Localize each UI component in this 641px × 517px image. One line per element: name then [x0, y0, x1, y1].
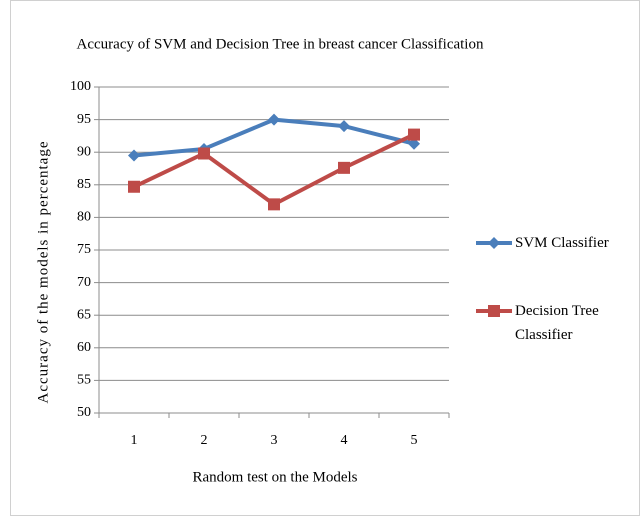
y-tick-label: 50	[77, 405, 91, 420]
x-axis-label: Random test on the Models	[193, 469, 358, 485]
marker	[488, 237, 500, 249]
x-tick-label: 3	[271, 433, 278, 448]
chart-border	[10, 0, 640, 516]
y-tick-label: 55	[77, 373, 91, 388]
y-tick-label: 85	[77, 177, 91, 192]
legend-label: SVM Classifier	[515, 235, 609, 251]
x-tick-label: 4	[341, 433, 348, 448]
x-tick-label: 5	[411, 433, 418, 448]
marker	[408, 128, 420, 141]
marker	[198, 147, 210, 160]
marker	[338, 161, 350, 174]
marker	[268, 198, 280, 211]
y-tick-label: 90	[77, 144, 91, 159]
x-tick-label: 1	[131, 433, 138, 448]
marker	[408, 137, 420, 150]
marker	[488, 305, 500, 317]
x-tick-label: 2	[201, 433, 208, 448]
marker	[128, 149, 140, 162]
marker	[128, 180, 140, 193]
marker	[338, 120, 350, 133]
y-tick-label: 60	[77, 340, 91, 355]
chart-title: Accuracy of SVM and Decision Tree in bre…	[77, 36, 484, 52]
marker	[268, 113, 280, 126]
legend-label: Decision Tree Classifier	[515, 303, 599, 343]
y-axis-label: Accuracy of the models in percentage	[35, 141, 51, 404]
series-line	[133, 132, 415, 207]
y-tick-label: 65	[77, 307, 91, 322]
y-tick-label: 100	[70, 79, 91, 94]
y-tick-label: 80	[77, 210, 91, 225]
y-tick-label: 70	[77, 275, 91, 290]
y-tick-label: 75	[77, 242, 91, 257]
y-tick-label: 95	[77, 112, 91, 127]
